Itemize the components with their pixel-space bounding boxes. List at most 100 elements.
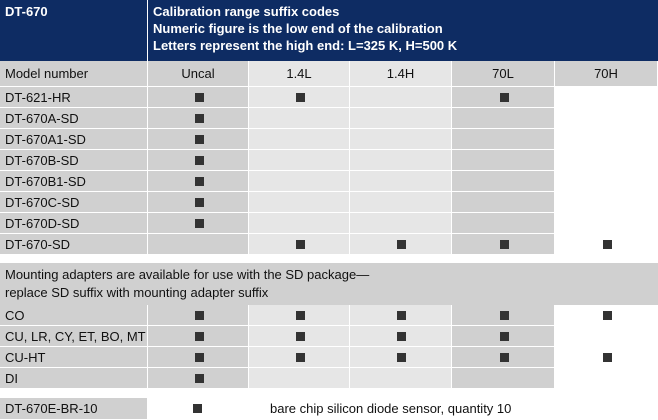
header-divider [147,0,148,61]
cell-70l [452,213,555,234]
cell-uncal [148,347,249,368]
cell-70l [452,305,555,326]
mark-1-4l [296,240,305,249]
header-description: Calibration range suffix codes Numeric f… [153,3,457,54]
cell-70h [555,305,658,326]
row-model-label: DT-670E-BR-10 [0,398,148,420]
mounting-adapter-note: Mounting adapters are available for use … [0,263,658,305]
table-row: DT-670C-SD [0,192,658,213]
mark-70l [500,311,509,320]
cell-70l [452,347,555,368]
row-model-label: DT-670-SD [0,234,148,255]
cell-1-4h [350,347,452,368]
cell-1-4h [350,150,452,171]
mark-uncal [195,93,204,102]
cell-1-4h [350,368,452,389]
table-row: DT-621-HR [0,87,658,108]
row-model-label: DT-670B-SD [0,150,148,171]
cell-70h [555,87,658,108]
cell-70h [555,368,658,389]
mark-1-4h [397,353,406,362]
cell-uncal [148,234,249,255]
header-line-3: Letters represent the high end: L=325 K,… [153,38,458,53]
cell-1-4l [249,326,350,347]
cell-1-4h [350,87,452,108]
table-row: DT-670D-SD [0,213,658,234]
row-model-label: DT-670C-SD [0,192,148,213]
cell-1-4h [350,213,452,234]
row-bare-chip-body: bare chip silicon diode sensor, quantity… [148,398,658,420]
col-header-uncal: Uncal [148,61,249,87]
cell-1-4h [350,108,452,129]
cell-70l [452,192,555,213]
row-model-label: DT-670A1-SD [0,129,148,150]
mark-uncal [195,353,204,362]
cell-1-4h [350,171,452,192]
table-row: DT-670A1-SD [0,129,658,150]
mark-uncal [193,404,202,413]
row-model-label: DI [0,368,148,389]
table-row-bare-chip: DT-670E-BR-10 bare chip silicon diode se… [0,398,658,420]
cell-uncal [148,129,249,150]
mark-1-4l [296,353,305,362]
row-model-label: DT-670D-SD [0,213,148,234]
mark-uncal [195,156,204,165]
column-header-row: Model number Uncal 1.4L 1.4H 70L 70H [0,61,658,87]
cell-1-4l [249,108,350,129]
cell-70l [452,150,555,171]
cell-70l [452,368,555,389]
cell-1-4h [350,192,452,213]
cell-uncal [148,326,249,347]
cell-70h [555,326,658,347]
col-header-70h: 70H [555,61,658,87]
note-line-2: replace SD suffix with mounting adapter … [5,285,269,300]
row-model-label: CU-HT [0,347,148,368]
row-model-label: CU, LR, CY, ET, BO, MT [0,326,148,347]
cell-70h [555,213,658,234]
cell-70l [452,234,555,255]
mark-70l [500,240,509,249]
cell-70h [555,171,658,192]
table-row: CU, LR, CY, ET, BO, MT [0,326,658,347]
col-header-1-4h: 1.4H [350,61,452,87]
mark-uncal [195,114,204,123]
cell-70h [555,150,658,171]
row-model-label: DT-670A-SD [0,108,148,129]
cell-1-4h [350,234,452,255]
cell-uncal [148,305,249,326]
mark-70h [603,240,612,249]
row-model-label: DT-670B1-SD [0,171,148,192]
note-line-1: Mounting adapters are available for use … [5,267,370,282]
table-row: DT-670-SD [0,234,658,255]
cell-1-4l [249,87,350,108]
cell-1-4h [350,305,452,326]
mark-1-4l [296,93,305,102]
table-row: DT-670B1-SD [0,171,658,192]
mark-1-4h [397,311,406,320]
col-header-1-4l: 1.4L [249,61,350,87]
cell-1-4l [249,305,350,326]
table-row: DT-670B-SD [0,150,658,171]
mark-70l [500,93,509,102]
cell-uncal [148,108,249,129]
header-model-code: DT-670 [5,4,48,19]
cell-1-4l [249,213,350,234]
cell-70l [452,326,555,347]
cell-uncal [148,213,249,234]
mark-uncal [195,332,204,341]
cell-70l [452,108,555,129]
mark-1-4h [397,240,406,249]
cell-uncal [148,150,249,171]
mark-1-4h [397,332,406,341]
mark-1-4l [296,332,305,341]
header-line-2: Numeric figure is the low end of the cal… [153,21,443,36]
mark-70h [603,311,612,320]
cell-70h [555,347,658,368]
mark-uncal [195,177,204,186]
cell-1-4l [249,368,350,389]
cell-70l [452,129,555,150]
header-line-1: Calibration range suffix codes [153,4,340,19]
row-model-label: CO [0,305,148,326]
cell-uncal [148,192,249,213]
cell-70h [555,192,658,213]
